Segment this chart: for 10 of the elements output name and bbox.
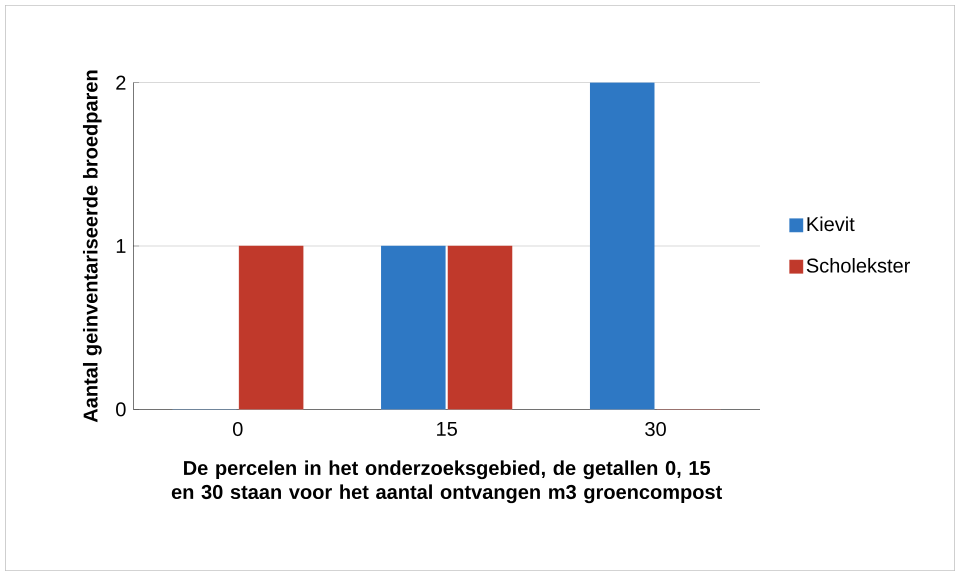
x-tick-label: 0 — [232, 422, 243, 436]
x-axis-title: De percelen in het onderzoeksgebied, de getallen 0, 15 en 30 staan voor het aantal ontvangen m3 groencompost — [172, 460, 722, 504]
legend-label: Kievit — [808, 216, 855, 232]
y-tick-label: 2 — [116, 76, 126, 90]
x-tick-label: 15 — [437, 422, 457, 436]
legend-label: Scholekster — [806, 258, 910, 273]
y-axis-title: Aantal geinventariseerde broedparen — [82, 70, 102, 422]
y-tick-label: 1 — [116, 239, 126, 253]
y-tick-label: 0 — [116, 402, 126, 416]
x-tick-label: 30 — [645, 422, 666, 436]
